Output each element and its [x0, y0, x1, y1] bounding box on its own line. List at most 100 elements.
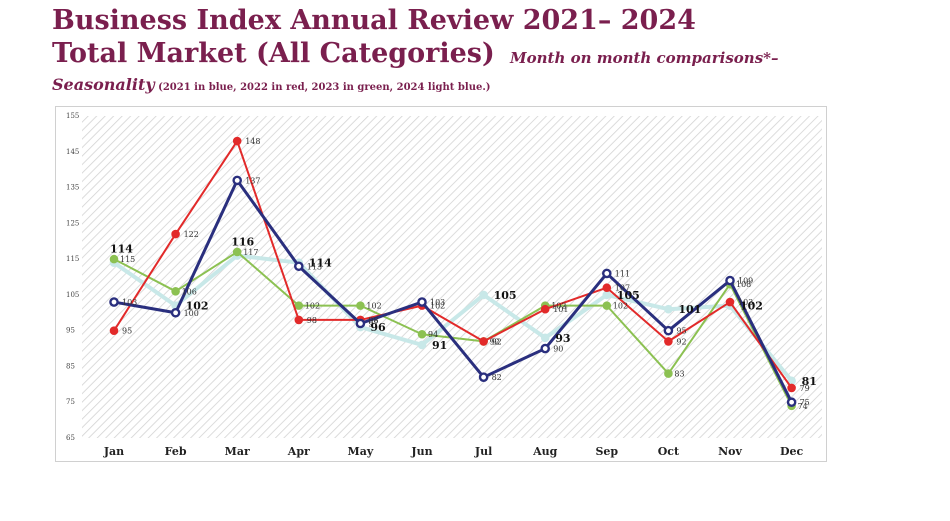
- chart-legend-note: Seasonality (2021 in blue, 2022 in red, …: [52, 74, 491, 99]
- x-tick-label: Mar: [225, 445, 250, 458]
- y-tick-label: 115: [66, 255, 79, 263]
- data-point-2021: [786, 397, 797, 408]
- chart-subtitle-comparison: Month on month comparisons*–: [510, 49, 779, 67]
- x-axis: Jan Feb Mar Apr May Jun Jul Aug Sep Oct Nov Dec: [103, 445, 804, 458]
- x-tick-label: Nov: [718, 445, 742, 458]
- data-label-2023: 102: [551, 302, 566, 311]
- data-label-2021: 103: [430, 298, 445, 307]
- data-label-2021: 137: [245, 176, 260, 185]
- y-tick-label: 135: [66, 184, 79, 192]
- data-label-2021: 82: [492, 373, 502, 382]
- data-point-2023: [294, 301, 304, 310]
- data-label-2024: 81: [802, 375, 817, 388]
- data-label-2021: 103: [122, 298, 137, 307]
- data-label-2022: 98: [307, 316, 317, 325]
- data-label-2021: 90: [553, 345, 563, 354]
- data-label-2021: 109: [738, 277, 753, 286]
- x-tick-label: Apr: [287, 445, 310, 458]
- data-point-2024: [602, 290, 612, 300]
- data-label-2023: 94: [428, 330, 438, 339]
- data-point-2024: [540, 333, 550, 343]
- data-label-2022: 102: [430, 302, 445, 311]
- y-axis: 155 145 135 125 115 105 95 85 75 65: [66, 112, 79, 442]
- data-point-2021: [540, 343, 551, 354]
- x-tick-label: Jun: [410, 445, 432, 458]
- data-label-2022: 98: [368, 316, 378, 325]
- data-label-2023: 115: [120, 255, 135, 264]
- data-label-2022: 103: [738, 298, 753, 307]
- data-point-2022: [664, 337, 673, 346]
- series-line-2024: [112, 253, 794, 383]
- data-label-2021: 113: [307, 262, 322, 271]
- data-label-2024: 116: [231, 236, 254, 249]
- y-tick-label: 145: [66, 148, 79, 156]
- x-tick-label: Sep: [595, 445, 618, 458]
- series-2021: [109, 175, 797, 408]
- series-line-2022: [113, 140, 793, 389]
- data-point-2021: [417, 297, 427, 307]
- data-label-2023: 108: [736, 280, 751, 289]
- y-tick-label: 155: [66, 112, 79, 120]
- data-point-2023: [602, 301, 612, 310]
- data-point-2023: [356, 301, 365, 310]
- x-tick-label: Feb: [165, 445, 187, 458]
- data-label-2021: 111: [615, 269, 630, 278]
- data-label-2024: 102: [186, 300, 209, 313]
- x-tick-label: Jan: [103, 445, 124, 458]
- data-point-2022: [109, 326, 119, 335]
- data-label-2023: 74: [798, 402, 808, 411]
- data-label-2022: 92: [492, 337, 502, 346]
- data-label-2021: 95: [676, 327, 686, 336]
- data-label-2023: 102: [366, 302, 381, 311]
- data-point-2021: [170, 307, 181, 318]
- data-point-2021: [663, 325, 674, 336]
- data-point-2021: [293, 261, 304, 272]
- data-label-2023: 92: [490, 337, 500, 346]
- data-label-2022: 148: [245, 137, 260, 146]
- data-point-2024: [479, 290, 488, 300]
- data-label-2022: 107: [615, 284, 630, 293]
- data-label-2024: 114: [110, 243, 133, 256]
- data-point-2021: [355, 318, 366, 329]
- series-2022: [109, 136, 796, 393]
- data-label-2024: 102: [740, 300, 763, 313]
- x-tick-label: Jul: [474, 445, 492, 458]
- data-label-2021: 75: [800, 398, 810, 407]
- series-color-note: (2021 in blue, 2022 in red, 2023 in gree…: [154, 82, 491, 93]
- y-tick-label: 85: [66, 362, 75, 370]
- data-point-2022: [602, 283, 612, 293]
- data-point-2024: [664, 304, 673, 314]
- data-label-2022: 122: [184, 230, 199, 239]
- x-tick-label: May: [348, 445, 374, 458]
- y-tick-label: 105: [66, 291, 79, 299]
- data-label-2022: 95: [122, 327, 132, 336]
- chart-subtitle: Total Market (All Categories): [52, 38, 495, 69]
- data-label-2024: 96: [370, 321, 386, 334]
- y-tick-label: 125: [66, 219, 79, 227]
- data-label-2024: 101: [678, 303, 701, 316]
- data-point-2022: [787, 383, 796, 393]
- data-point-2022: [294, 315, 304, 325]
- seasonality-label: Seasonality: [52, 75, 155, 94]
- data-label-2023: 102: [305, 302, 320, 311]
- data-point-2022: [171, 229, 180, 239]
- data-point-2024: [417, 340, 427, 350]
- y-tick-label: 65: [66, 434, 75, 442]
- data-label-2022: 79: [800, 384, 810, 393]
- x-tick-label: Dec: [780, 445, 804, 458]
- data-label-2024: 91: [432, 339, 447, 352]
- data-label-2023: 83: [674, 370, 684, 379]
- data-point-2021: [725, 275, 735, 286]
- data-label-2022: 101: [553, 305, 568, 314]
- data-point-2021: [232, 175, 242, 186]
- data-point-2023: [232, 247, 242, 257]
- data-label-2022: 92: [676, 337, 686, 346]
- data-point-2022: [540, 304, 550, 314]
- data-label-2023: 106: [182, 287, 197, 296]
- x-tick-label: Oct: [658, 445, 680, 458]
- data-point-2023: [417, 329, 427, 339]
- data-point-2021: [478, 372, 489, 382]
- plot-area: [82, 116, 822, 438]
